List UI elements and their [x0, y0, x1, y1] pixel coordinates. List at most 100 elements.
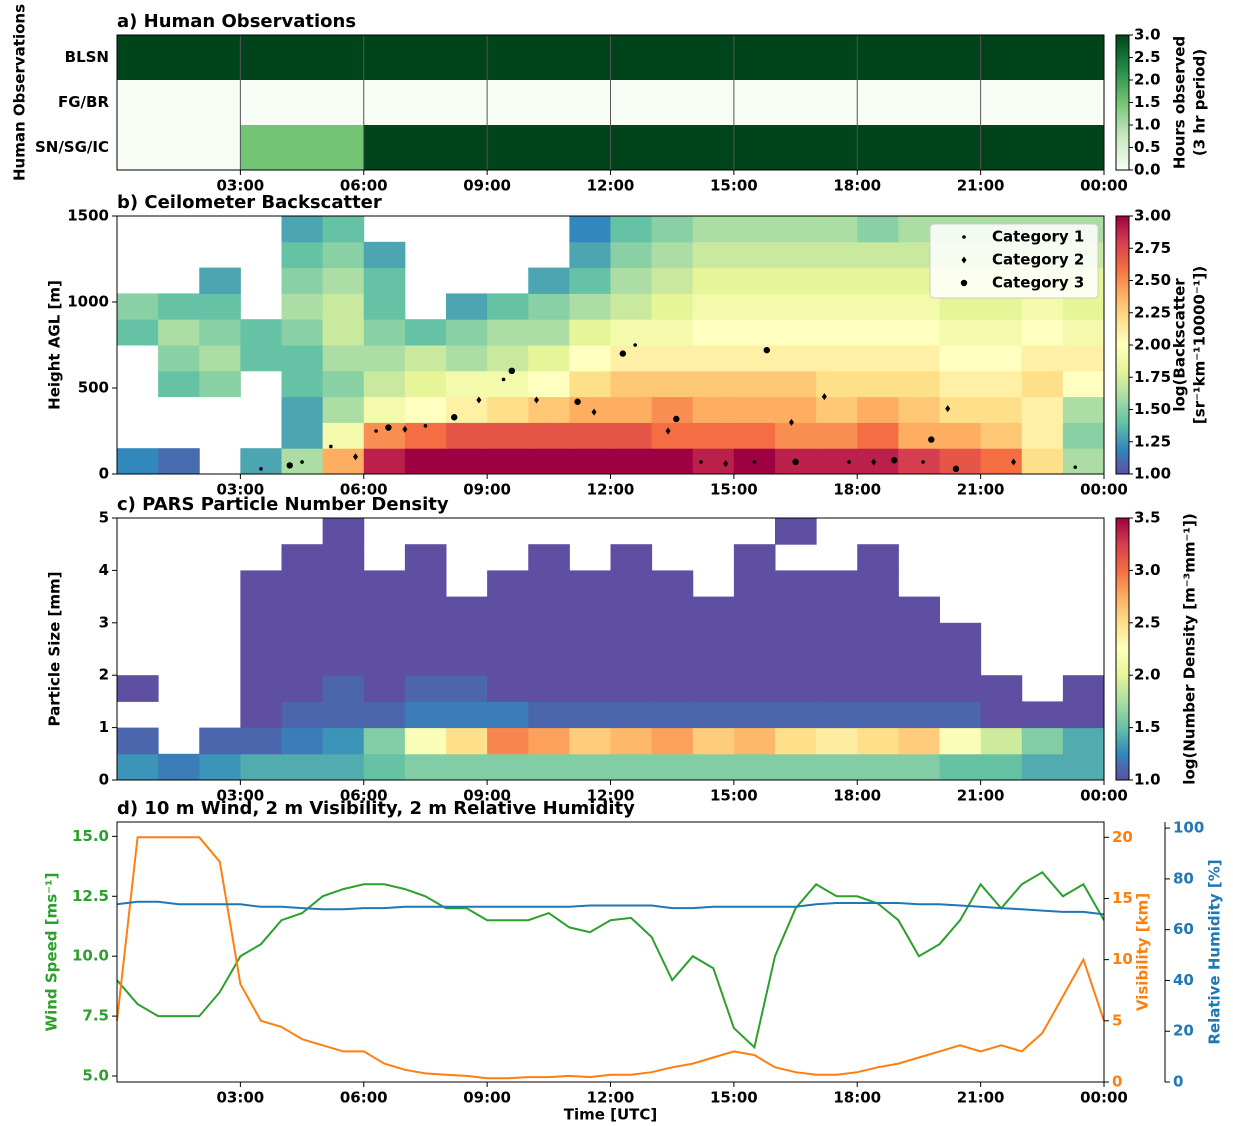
cell [651, 701, 694, 729]
panel-title: a) Human Observations [117, 11, 356, 32]
y-tick-label: 12.5 [72, 887, 109, 905]
x-tick-label: 21:00 [957, 481, 1005, 499]
cell [816, 649, 858, 676]
cell [733, 241, 776, 269]
cell [363, 80, 488, 125]
cell [199, 267, 241, 294]
cell [240, 570, 282, 598]
y-tick-label: 15.0 [72, 827, 109, 845]
marker [501, 377, 506, 382]
y-tick-label: 0 [99, 771, 109, 789]
cell [1062, 701, 1105, 729]
cell [816, 345, 858, 372]
marker [353, 453, 359, 461]
cell [322, 649, 365, 676]
cell [733, 727, 776, 755]
cell [487, 370, 529, 398]
marker [665, 427, 671, 435]
cell [857, 216, 899, 243]
cell [898, 727, 940, 755]
marker [574, 398, 581, 405]
cell [980, 753, 1023, 781]
cell [322, 753, 365, 781]
cell [528, 622, 570, 650]
marker [533, 396, 539, 404]
cell [322, 319, 365, 346]
cell [857, 622, 899, 650]
cell [733, 701, 776, 729]
marker [952, 465, 960, 473]
cell [487, 570, 529, 598]
y-tick-label: FG/BR [58, 93, 109, 111]
cell [404, 675, 447, 702]
cell [816, 596, 858, 624]
colorbar-tick-label: 0.0 [1134, 161, 1161, 179]
y-tick-label: 100 [1173, 819, 1204, 837]
y-tick-label: 1 [99, 718, 109, 736]
cell [1062, 675, 1105, 702]
y-axis-label: Wind Speed [ms⁻¹] [43, 873, 61, 1032]
cell [857, 649, 899, 676]
cell [651, 396, 694, 423]
legend-label: Category 1 [992, 228, 1084, 246]
cell [1021, 448, 1064, 475]
cell [404, 649, 447, 676]
cell [487, 396, 529, 423]
cell [240, 345, 282, 372]
cell [158, 345, 200, 372]
y-tick-label: 7.5 [82, 1007, 109, 1025]
cell [816, 370, 858, 398]
cell [281, 596, 324, 624]
cell [240, 622, 282, 650]
cell [528, 370, 570, 398]
cell [857, 319, 899, 346]
cell [446, 727, 488, 755]
cell [528, 422, 570, 449]
x-tick-label: 15:00 [710, 481, 758, 499]
cell [1021, 370, 1064, 398]
cell [281, 727, 324, 755]
cell [322, 241, 365, 269]
x-tick-label: 00:00 [1080, 1089, 1128, 1107]
cell [610, 319, 653, 346]
x-tick-label: 09:00 [463, 481, 511, 499]
cell [1062, 319, 1105, 346]
cell [569, 422, 611, 449]
cell [610, 267, 653, 294]
legend-label: Category 2 [992, 251, 1084, 269]
cell [281, 319, 324, 346]
cell [980, 80, 1104, 125]
cell [404, 753, 447, 781]
cell [528, 675, 570, 702]
marker [329, 444, 333, 449]
cell [322, 596, 365, 624]
y-tick-label: 2 [99, 666, 109, 684]
marker [871, 458, 877, 466]
cell [322, 345, 365, 372]
cell [857, 701, 899, 729]
y-tick-label: 1500 [67, 207, 109, 225]
cell [199, 727, 241, 755]
cell [898, 396, 940, 423]
colorbar-tick-label: 2.75 [1134, 239, 1171, 257]
cell [651, 422, 694, 449]
cell [487, 422, 529, 449]
cell [363, 753, 406, 781]
marker [286, 462, 293, 469]
cell [651, 727, 694, 755]
cell [692, 370, 735, 398]
y-tick-label: 0 [1173, 1073, 1183, 1091]
cell [199, 753, 241, 781]
cell [692, 727, 735, 755]
cell [857, 267, 899, 294]
cell [404, 727, 447, 755]
y-tick-label: 5.0 [82, 1067, 109, 1085]
cell [651, 570, 694, 598]
cell [569, 319, 611, 346]
marker [451, 414, 458, 421]
cell [322, 216, 365, 243]
cell [404, 544, 447, 571]
cell [446, 345, 488, 372]
cell [857, 544, 899, 571]
cell [939, 649, 982, 676]
